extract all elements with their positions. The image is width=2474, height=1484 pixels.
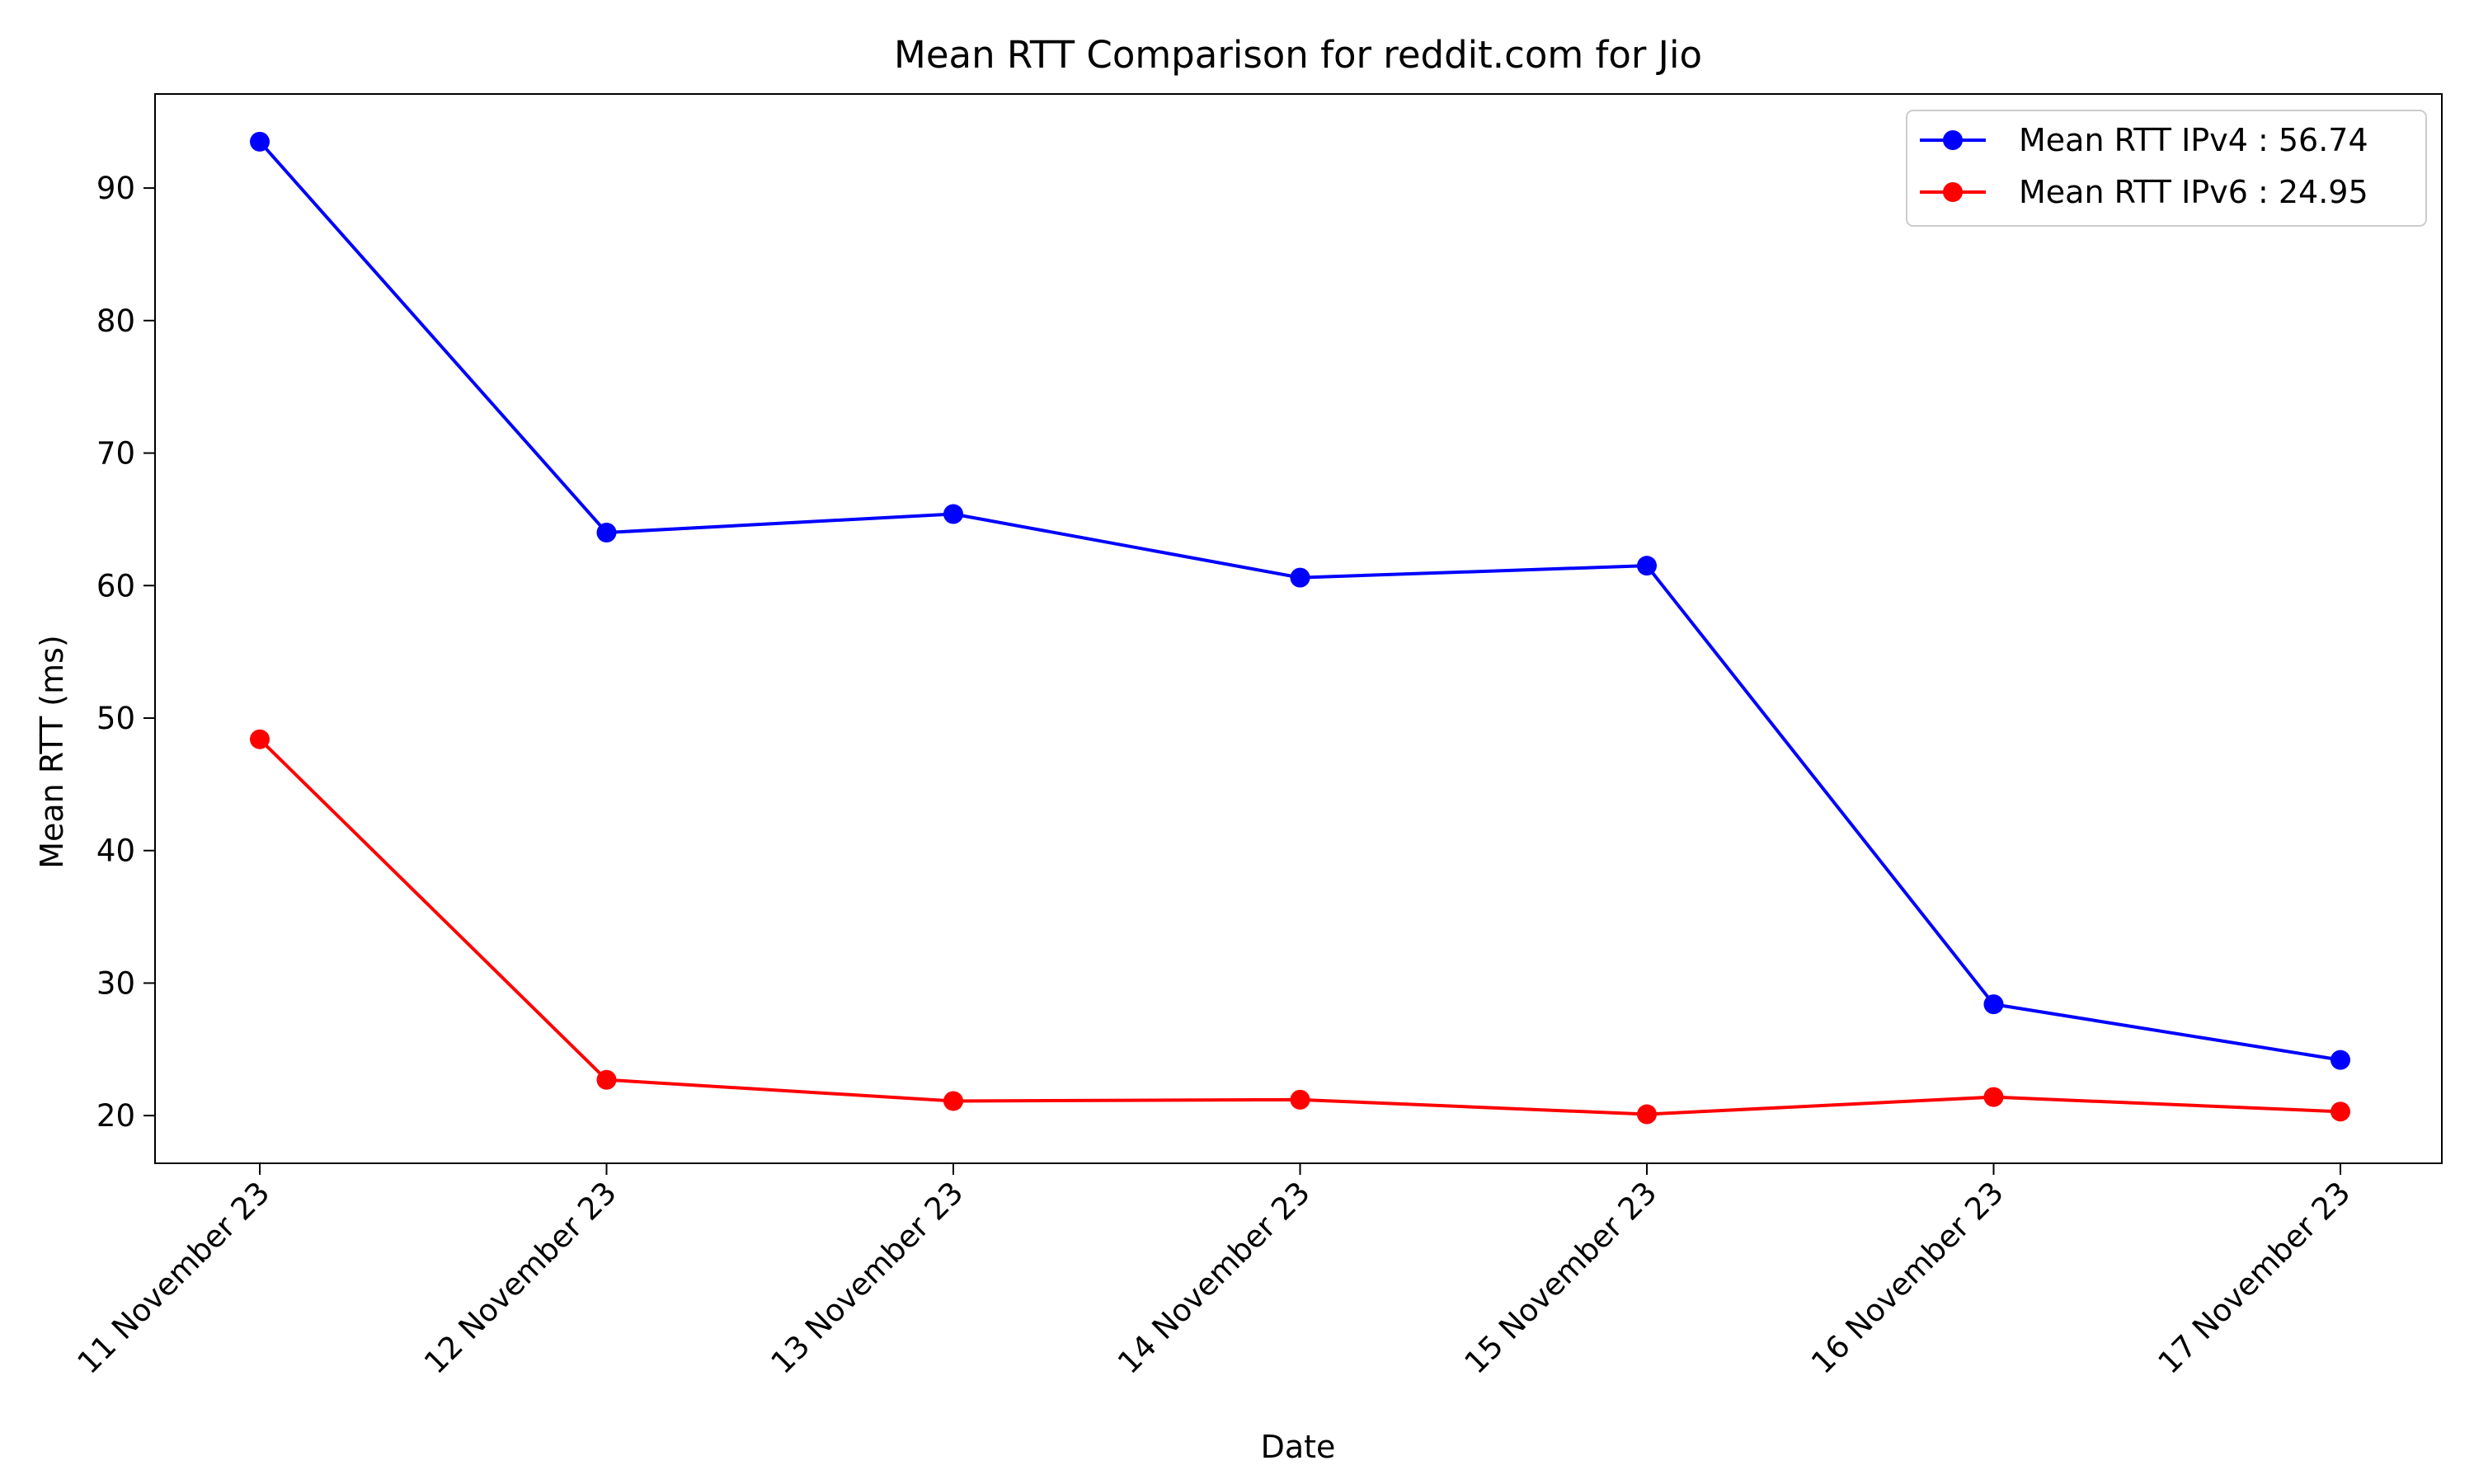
data-point [943, 504, 963, 524]
legend-swatch-marker [1943, 130, 1963, 150]
legend-item: Mean RTT IPv4 : 56.74 [1920, 122, 2368, 158]
y-tick-label: 70 [96, 436, 135, 472]
y-axis: 20 30 40 50 60 70 80 90 [96, 171, 155, 1134]
legend-label: Mean RTT IPv6 : 24.95 [2019, 174, 2368, 210]
chart-title: Mean RTT Comparison for reddit.com for J… [894, 33, 1702, 77]
y-tick-label: 40 [96, 834, 135, 869]
data-point [1983, 994, 2004, 1015]
series-2 [250, 729, 2350, 1125]
series-1 [250, 131, 2350, 1070]
plot-frame [154, 93, 2443, 1164]
plot-area [154, 93, 2443, 1164]
data-point [596, 1069, 617, 1090]
data-point [2331, 1101, 2350, 1122]
x-axis-label: Date [1261, 1429, 1336, 1465]
data-point [250, 729, 270, 749]
legend-item: Mean RTT IPv6 : 24.95 [1920, 174, 2368, 210]
legend-swatch-marker [1943, 182, 1963, 202]
y-tick-label: 90 [96, 171, 135, 206]
data-point [2331, 1050, 2350, 1070]
y-axis-label: Mean RTT (ms) [34, 635, 70, 869]
y-tick-label: 60 [96, 568, 135, 603]
y-tick-label: 30 [96, 965, 135, 1001]
data-point [1290, 1089, 1310, 1110]
y-tick-label: 80 [96, 303, 135, 339]
legend-box [1906, 110, 2427, 227]
data-point [1983, 1087, 2004, 1107]
legend-label: Mean RTT IPv4 : 56.74 [2019, 122, 2368, 158]
data-point [1637, 556, 1657, 576]
legend: Mean RTT IPv4 : 56.74 Mean RTT IPv6 : 24.… [1906, 110, 2427, 227]
y-tick-label: 20 [96, 1098, 135, 1134]
data-point [250, 131, 270, 152]
series-layer [250, 131, 2350, 1125]
data-point [1637, 1104, 1657, 1125]
y-tick-label: 50 [96, 701, 135, 736]
data-point [1290, 567, 1310, 588]
data-point [596, 522, 617, 542]
data-point [943, 1091, 963, 1111]
